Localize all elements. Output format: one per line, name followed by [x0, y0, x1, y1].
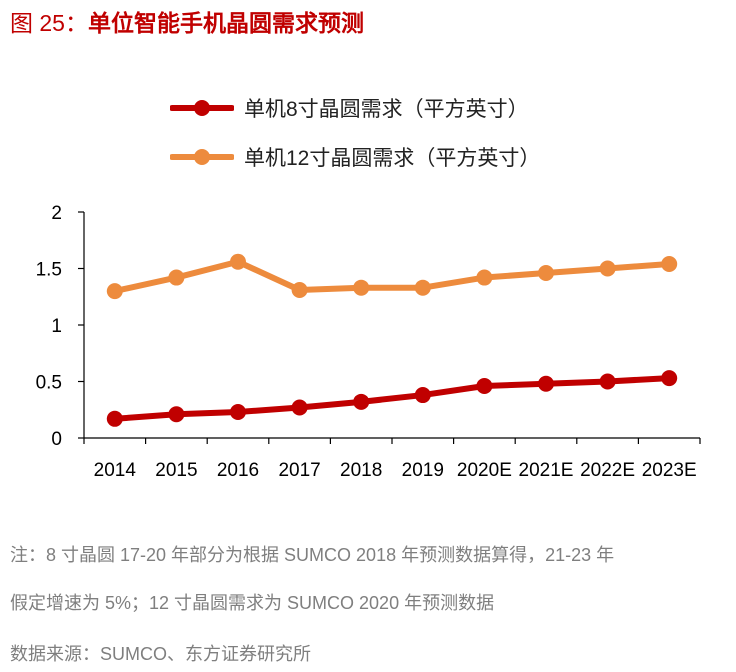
data-point [538, 265, 554, 282]
data-point [230, 404, 246, 421]
x-tick-label: 2022E [580, 460, 635, 481]
y-tick-label: 0 [51, 429, 62, 450]
chart-axes [78, 211, 701, 444]
data-point [414, 387, 431, 404]
series-8inch [106, 370, 678, 427]
figure-label: 图 25： [10, 10, 88, 36]
chart-series [106, 253, 678, 427]
x-tick-label: 2018 [340, 460, 382, 481]
x-tick-label: 2017 [278, 460, 320, 481]
data-point [291, 399, 308, 416]
series-line [111, 375, 673, 422]
x-tick-label: 2020E [457, 460, 512, 481]
data-point [599, 260, 616, 277]
figure-title-text: 单位智能手机晶圆需求预测 [87, 10, 364, 36]
data-point [106, 283, 123, 300]
chart-tick-labels: 0 0.5 1 1.5 2 2014 2015 2016 2017 2018 2019 2020E 20… [36, 203, 697, 481]
legend-item-12inch: 单机12寸晶圆需求（平方英寸） [170, 142, 540, 172]
data-point [106, 410, 123, 427]
data-point [661, 370, 678, 387]
figure-title: 图 25：单位智能手机晶圆需求预测 [10, 4, 364, 38]
chart-note-line1: 注：8 寸晶圆 17-20 年部分为根据 SUMCO 2018 年预测数据算得，… [10, 545, 615, 565]
data-point [168, 406, 185, 423]
data-point [476, 269, 493, 286]
x-tick-label: 2021E [519, 460, 574, 481]
y-tick-label: 2 [51, 203, 62, 224]
data-point [599, 373, 616, 390]
chart-note-line2: 假定增速为 5%；12 寸晶圆需求为 SUMCO 2020 年预测数据 [10, 593, 495, 613]
data-point [353, 393, 370, 410]
x-tick-label: 2016 [217, 460, 259, 481]
data-point [353, 279, 370, 296]
data-point [476, 378, 493, 395]
legend-item-8inch: 单机8寸晶圆需求（平方英寸） [170, 93, 529, 123]
chart-source: 数据来源：SUMCO、东方证券研究所 [10, 644, 311, 664]
x-tick-label: 2023E [642, 460, 697, 481]
data-point [230, 253, 246, 270]
x-tick-label: 2019 [402, 460, 444, 481]
x-tick-label: 2015 [155, 460, 197, 481]
legend-label-8inch: 单机8寸晶圆需求（平方英寸） [244, 98, 529, 121]
data-point [168, 269, 185, 286]
data-point [414, 279, 431, 296]
y-tick-label: 1.5 [36, 260, 62, 281]
legend-label-12inch: 单机12寸晶圆需求（平方英寸） [244, 147, 541, 170]
legend-swatch-8inch [170, 100, 234, 116]
y-tick-label: 0.5 [36, 373, 62, 394]
line-chart: 0 0.5 1 1.5 2 2014 2015 2016 2017 2018 2019 2020E 20… [36, 203, 701, 481]
x-tick-label: 2014 [94, 460, 137, 481]
y-tick-label: 1 [51, 316, 62, 337]
series-line [111, 258, 673, 295]
data-point [538, 375, 554, 392]
data-point [291, 281, 308, 298]
data-point [661, 255, 678, 272]
legend-swatch-12inch [170, 149, 234, 165]
series-12inch [106, 253, 678, 300]
